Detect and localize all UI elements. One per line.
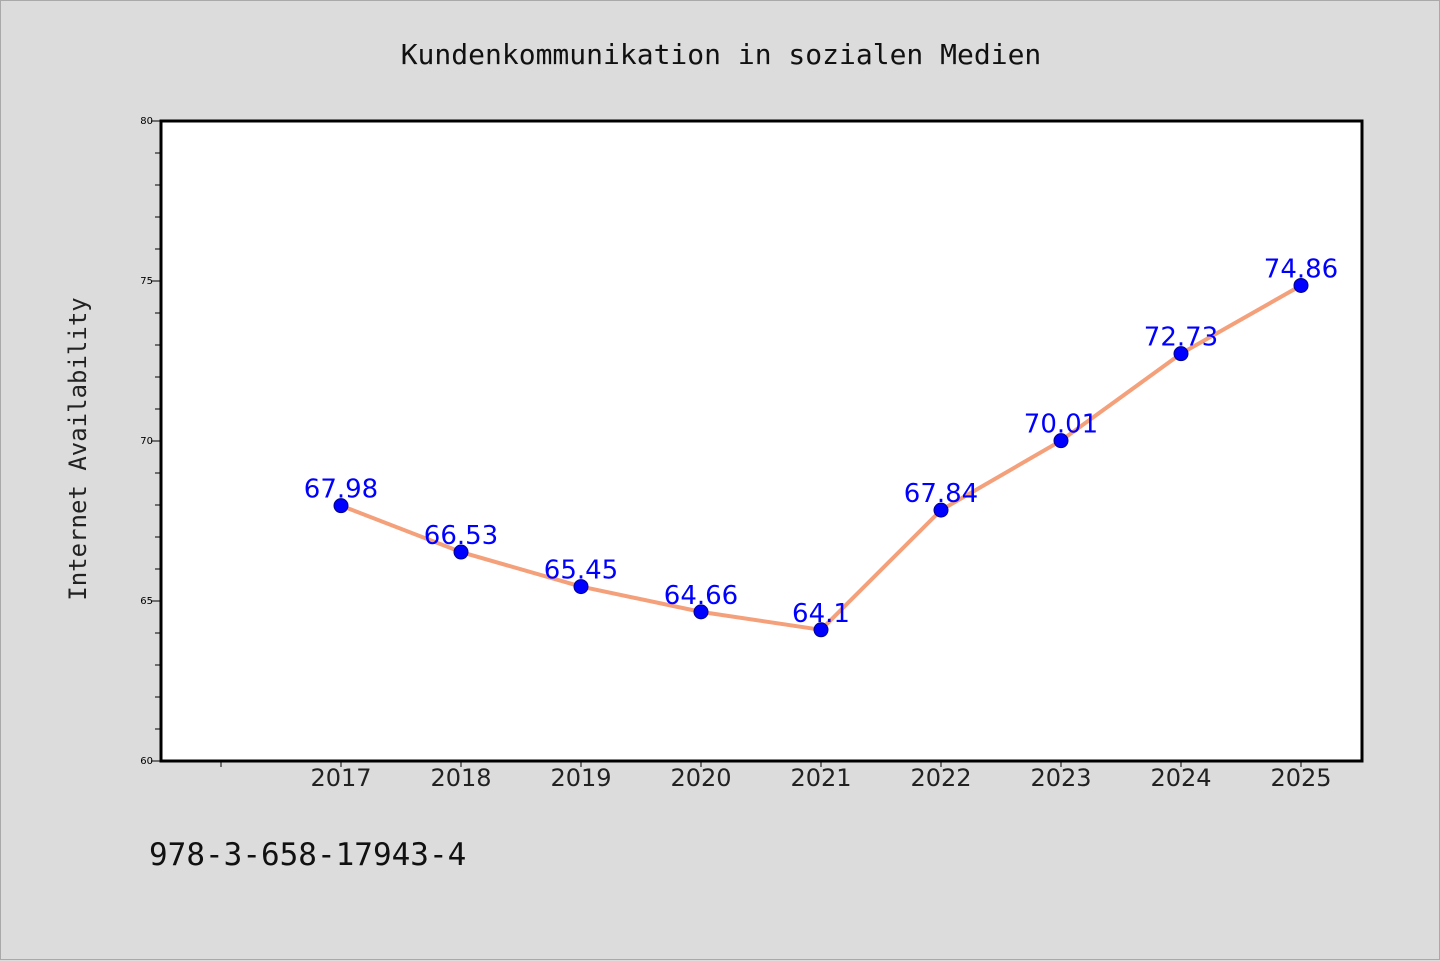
y-tick-label: 60 [140,756,153,767]
y-tick-label: 75 [140,276,153,287]
data-point [573,579,589,595]
data-point [333,498,349,514]
x-tick-label: 2023 [1030,764,1091,792]
chart-title: Kundenkommunikation in sozialen Medien [401,38,1042,71]
data-label: 64.66 [664,581,738,611]
data-point [1053,433,1069,449]
data-point [1293,277,1309,293]
y-tick-label: 65 [140,596,153,607]
x-tick-label: 2019 [550,764,611,792]
plot-area [161,121,1362,761]
x-tick-label: 2021 [790,764,851,792]
x-tick-label: 2022 [910,764,971,792]
plot-border [159,119,1364,763]
isbn-text: 978-3-658-17943-4 [149,837,466,873]
data-label: 65.45 [544,556,618,586]
x-tick-label: 2024 [1150,764,1211,792]
y-axis-ticks: 60 65 70 75 80 [140,116,161,767]
x-tick-label: 2025 [1270,764,1331,792]
data-point [453,544,469,560]
data-label: 67.98 [304,475,378,505]
y-tick-label: 80 [140,116,153,127]
data-point [1173,346,1189,362]
y-tick-label: 70 [140,436,153,447]
data-point [813,622,829,638]
x-axis-ticks: 2017 2018 2019 2020 2021 2022 2023 2024 2025 [220,761,1332,792]
data-point [693,604,709,620]
x-tick-label: 2018 [430,764,491,792]
series-layer [333,277,1309,638]
x-tick-label: 2017 [310,764,371,792]
data-label: 74.86 [1264,254,1338,284]
data-label: 67.84 [904,479,978,509]
data-label: 64.1 [792,599,850,629]
y-axis-label: Internet Availability [64,297,92,600]
data-label: 72.73 [1144,323,1218,353]
data-labels: 67.98 66.53 65.45 64.66 64.1 67.84 70.01 72.73 7… [304,254,1338,628]
x-tick-label: 2020 [670,764,731,792]
data-label: 66.53 [424,521,498,551]
data-point [933,502,949,518]
data-label: 70.01 [1024,410,1098,440]
